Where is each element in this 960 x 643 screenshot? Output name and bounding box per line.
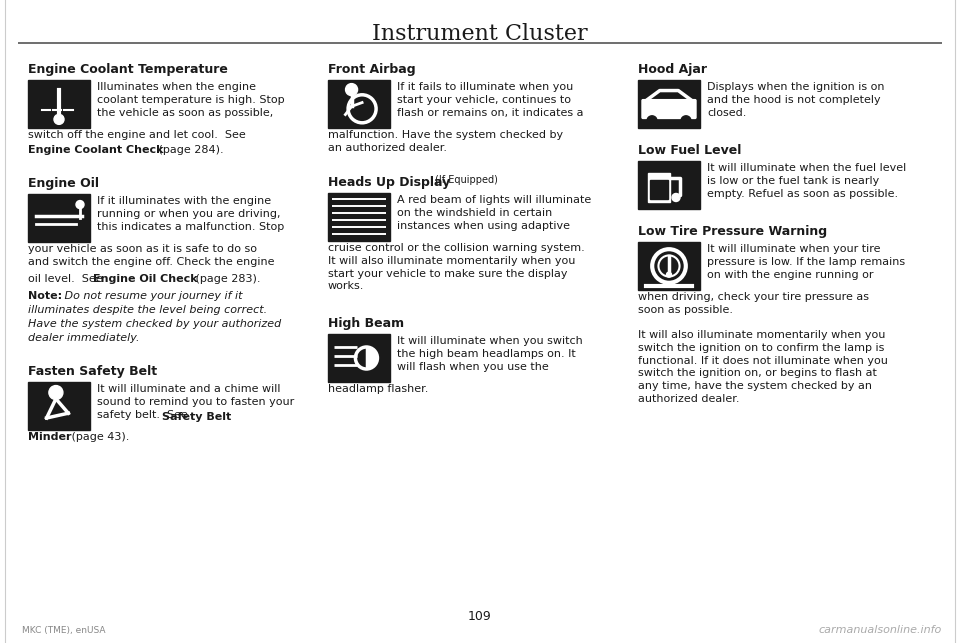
Text: headlamp flasher.: headlamp flasher. [328, 384, 428, 394]
Bar [650, 180, 668, 199]
Text: (If Equipped): (If Equipped) [435, 175, 498, 185]
Circle shape [76, 201, 84, 208]
Text: High Beam: High Beam [328, 317, 404, 330]
Text: cruise control or the collision warning system.
It will also illuminate momentar: cruise control or the collision warning … [328, 243, 585, 291]
Text: MKC (TME), enUSA: MKC (TME), enUSA [22, 626, 106, 635]
Circle shape [681, 116, 691, 126]
Text: It will illuminate when your tire
pressure is low. If the lamp remains
on with t: It will illuminate when your tire pressu… [707, 244, 905, 280]
Text: Front Airbag: Front Airbag [328, 63, 416, 76]
Text: If it illuminates with the engine
running or when you are driving,
this indicate: If it illuminates with the engine runnin… [97, 196, 284, 231]
Text: It will also illuminate momentarily when you
switch the ignition on to confirm t: It will also illuminate momentarily when… [638, 330, 888, 404]
Circle shape [666, 272, 671, 277]
Bar [28, 382, 90, 430]
Text: malfunction. Have the system checked by
an authorized dealer.: malfunction. Have the system checked by … [328, 130, 564, 153]
Text: Fasten Safety Belt: Fasten Safety Belt [28, 365, 157, 378]
Text: your vehicle as soon as it is safe to do so
and switch the engine off. Check the: your vehicle as soon as it is safe to do… [28, 244, 275, 267]
Text: Have the system checked by your authorized: Have the system checked by your authoriz… [28, 319, 281, 329]
Bar [638, 161, 700, 209]
Text: Low Tire Pressure Warning: Low Tire Pressure Warning [638, 225, 828, 238]
Bar [28, 80, 90, 128]
Circle shape [346, 84, 357, 96]
Bar [328, 193, 390, 241]
Bar [638, 80, 700, 128]
Wedge shape [367, 347, 377, 369]
Text: Do not resume your journey if it: Do not resume your journey if it [61, 291, 243, 301]
Text: Displays when the ignition is on
and the hood is not completely
closed.: Displays when the ignition is on and the… [707, 82, 884, 118]
Text: (page 283).: (page 283). [192, 274, 260, 284]
Text: It will illuminate when the fuel level
is low or the fuel tank is nearly
empty. : It will illuminate when the fuel level i… [707, 163, 906, 199]
Text: Engine Oil Check: Engine Oil Check [93, 274, 198, 284]
Text: Instrument Cluster: Instrument Cluster [372, 23, 588, 45]
Text: Safety Belt: Safety Belt [162, 412, 231, 422]
Text: Illuminates when the engine
coolant temperature is high. Stop
the vehicle as soo: Illuminates when the engine coolant temp… [97, 82, 284, 118]
Text: Engine Coolant Temperature: Engine Coolant Temperature [28, 63, 228, 76]
Bar [328, 80, 390, 128]
Text: Note:: Note: [28, 291, 62, 301]
Text: A red beam of lights will illuminate
on the windshield in certain
instances when: A red beam of lights will illuminate on … [397, 195, 591, 231]
Circle shape [672, 194, 680, 201]
Text: It will illuminate and a chime will
sound to remind you to fasten your
safety be: It will illuminate and a chime will soun… [97, 384, 295, 420]
Text: (page 43).: (page 43). [68, 432, 130, 442]
Text: illuminates despite the level being correct.: illuminates despite the level being corr… [28, 305, 267, 315]
Circle shape [647, 116, 657, 126]
Text: If it fails to illuminate when you
start your vehicle, continues to
flash or rem: If it fails to illuminate when you start… [397, 82, 584, 118]
Text: (page 284).: (page 284). [155, 145, 224, 155]
Text: Heads Up Display: Heads Up Display [328, 176, 450, 189]
Circle shape [54, 114, 64, 124]
Bar [638, 242, 700, 290]
Text: oil level.  See: oil level. See [28, 274, 107, 284]
Text: when driving, check your tire pressure as
soon as possible.: when driving, check your tire pressure a… [638, 292, 869, 315]
FancyBboxPatch shape [642, 100, 696, 118]
Bar [328, 334, 390, 382]
Text: Minder: Minder [28, 432, 71, 442]
Text: Engine Coolant Check: Engine Coolant Check [28, 145, 163, 155]
Circle shape [49, 386, 63, 399]
Text: It will illuminate when you switch
the high beam headlamps on. It
will flash whe: It will illuminate when you switch the h… [397, 336, 583, 372]
Text: Hood Ajar: Hood Ajar [638, 63, 707, 76]
Text: switch off the engine and let cool.  See: switch off the engine and let cool. See [28, 130, 246, 140]
Text: carmanualsonline.info: carmanualsonline.info [819, 625, 942, 635]
Text: dealer immediately.: dealer immediately. [28, 333, 139, 343]
Text: Engine Oil: Engine Oil [28, 177, 99, 190]
Bar [648, 173, 670, 202]
Bar [28, 194, 90, 242]
Text: Low Fuel Level: Low Fuel Level [638, 144, 741, 157]
Text: 109: 109 [468, 610, 492, 623]
